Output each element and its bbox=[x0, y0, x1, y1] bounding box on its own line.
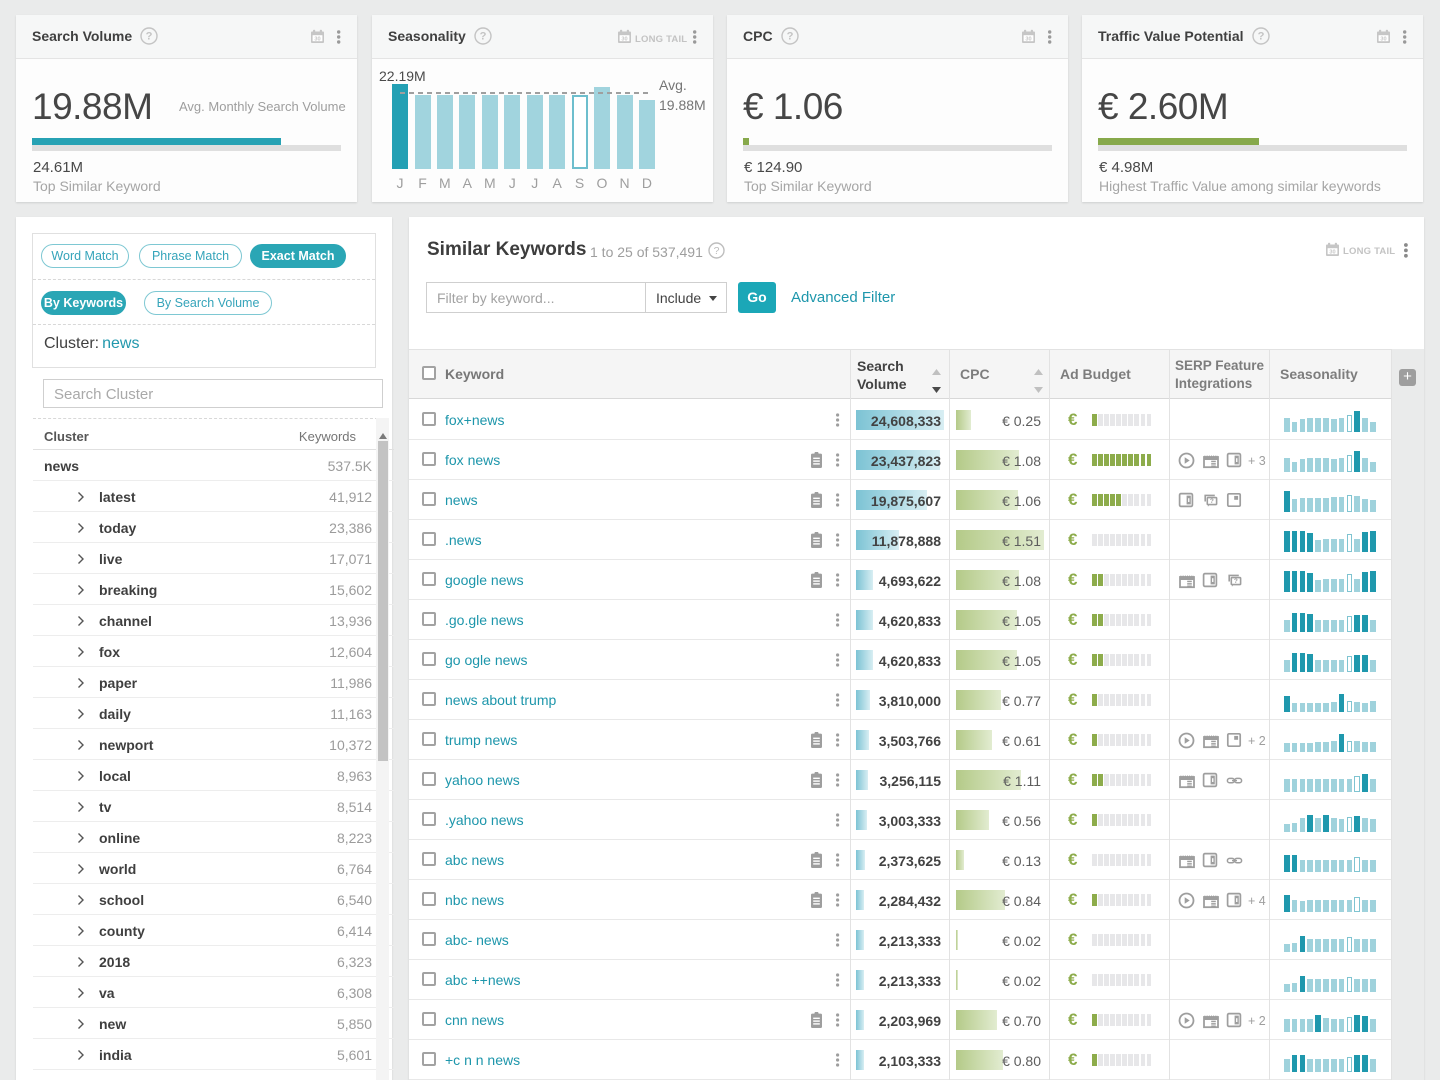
svg-text:30: 30 bbox=[1380, 36, 1386, 42]
svg-text:?: ? bbox=[786, 31, 793, 43]
svg-text:?: ? bbox=[479, 31, 486, 43]
svg-text:?: ? bbox=[1257, 31, 1264, 43]
svg-text:?: ? bbox=[1234, 578, 1238, 585]
svg-text:30: 30 bbox=[1329, 249, 1335, 255]
svg-text:30: 30 bbox=[1025, 36, 1031, 42]
svg-text:?: ? bbox=[714, 245, 720, 257]
svg-text:?: ? bbox=[146, 31, 153, 43]
svg-text:30: 30 bbox=[621, 36, 627, 42]
svg-text:?: ? bbox=[1210, 498, 1214, 505]
svg-text:30: 30 bbox=[314, 36, 320, 42]
